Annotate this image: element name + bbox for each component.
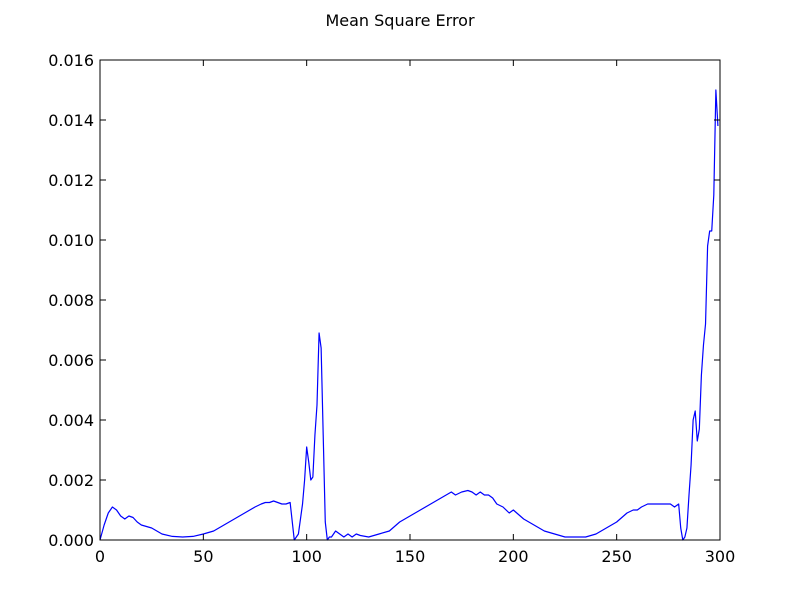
x-tick-label: 200 <box>498 547 529 566</box>
y-axis: 0.000 0.002 0.004 0.006 0.008 0.010 0.012 0.014… <box>48 51 720 550</box>
plot-frame <box>99 59 721 541</box>
x-tick-label: 50 <box>193 547 213 566</box>
y-tick-label: 0.002 <box>48 471 94 490</box>
x-tick-label: 150 <box>395 547 426 566</box>
y-tick-label: 0.006 <box>48 351 94 370</box>
x-axis: 0 50 100 150 200 250 300 <box>95 60 735 566</box>
y-tick-label: 0.010 <box>48 231 94 250</box>
series-line-0 <box>99 89 719 541</box>
plot-area <box>99 89 719 541</box>
y-tick-label: 0.004 <box>48 411 94 430</box>
y-tick-label: 0.014 <box>48 111 94 130</box>
y-tick-label: 0.000 <box>48 531 94 550</box>
x-tick-label: 300 <box>705 547 736 566</box>
y-tick-label: 0.012 <box>48 171 94 190</box>
y-tick-label: 0.016 <box>48 51 94 70</box>
chart-title: Mean Square Error <box>325 11 475 30</box>
x-tick-label: 0 <box>95 547 105 566</box>
y-tick-label: 0.008 <box>48 291 94 310</box>
x-tick-label: 250 <box>601 547 632 566</box>
x-tick-label: 100 <box>291 547 322 566</box>
